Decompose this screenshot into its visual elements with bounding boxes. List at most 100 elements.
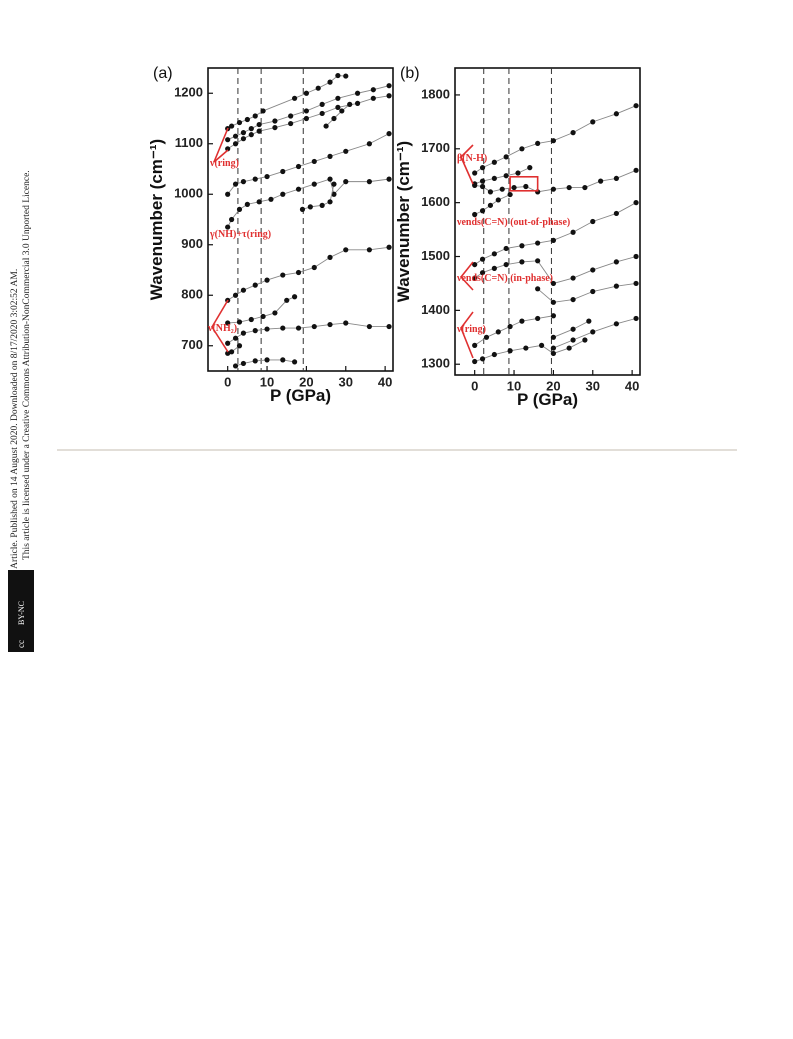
data-point xyxy=(566,184,572,191)
annotation-pointer xyxy=(460,156,474,185)
annotation: β(N-H) xyxy=(457,153,487,164)
y-tick-label: 900 xyxy=(181,236,203,251)
data-point xyxy=(633,253,639,260)
data-point xyxy=(232,335,239,341)
data-point xyxy=(240,136,247,142)
data-point xyxy=(240,287,247,293)
data-point xyxy=(248,126,254,132)
data-point xyxy=(280,191,286,197)
data-point xyxy=(491,351,497,358)
y-tick-label: 1200 xyxy=(174,85,203,100)
data-point xyxy=(343,247,349,253)
y-tick-label: 1500 xyxy=(421,248,450,263)
data-point xyxy=(570,229,576,235)
data-point xyxy=(535,258,541,264)
y-axis-label: Wavenumber (cm⁻¹) xyxy=(394,141,413,302)
data-point xyxy=(491,159,497,165)
cc-badge: cc BY-NC xyxy=(8,570,34,652)
data-point xyxy=(386,244,392,250)
data-point xyxy=(327,79,333,85)
data-point xyxy=(232,181,239,187)
data-point xyxy=(260,313,266,320)
data-point xyxy=(570,130,576,136)
series-line xyxy=(474,315,554,346)
data-point xyxy=(225,350,231,356)
data-point xyxy=(590,218,596,225)
data-point xyxy=(535,315,541,322)
data-point xyxy=(523,183,529,190)
data-point xyxy=(236,319,243,325)
y-tick-label: 1600 xyxy=(421,194,450,209)
data-point xyxy=(386,93,392,99)
data-point xyxy=(232,141,239,147)
data-point xyxy=(613,283,619,289)
data-point xyxy=(633,280,639,287)
x-tick-label: 0 xyxy=(224,374,231,389)
data-point xyxy=(232,363,239,369)
annotation: νends(C=N) (in-phase) xyxy=(456,273,553,284)
data-point xyxy=(303,115,310,122)
data-point xyxy=(487,202,494,208)
data-point xyxy=(590,119,596,125)
data-point xyxy=(280,325,286,331)
data-point xyxy=(256,199,262,205)
data-point xyxy=(236,206,243,212)
data-point xyxy=(264,326,270,332)
data-point xyxy=(280,357,286,363)
data-point xyxy=(550,350,557,357)
data-point xyxy=(311,181,317,187)
data-point xyxy=(633,167,639,173)
data-point xyxy=(236,343,243,349)
data-point xyxy=(343,73,349,79)
x-tick-label: 0 xyxy=(471,378,478,393)
data-point xyxy=(586,318,592,324)
data-point xyxy=(550,334,557,340)
data-point xyxy=(331,181,337,187)
data-point xyxy=(295,325,302,331)
data-point xyxy=(272,118,278,124)
data-point xyxy=(284,297,290,303)
data-point xyxy=(252,113,258,119)
data-point xyxy=(319,110,325,117)
data-point xyxy=(633,103,639,109)
data-point xyxy=(288,120,294,127)
annotation: ν(ring) xyxy=(456,324,486,335)
y-axis-label: Wavenumber (cm⁻¹) xyxy=(147,139,166,300)
data-point xyxy=(291,95,298,101)
data-point xyxy=(354,90,361,96)
data-point xyxy=(370,95,376,101)
data-point xyxy=(303,108,310,114)
data-point xyxy=(323,123,329,129)
data-point xyxy=(236,119,243,126)
data-point xyxy=(264,357,270,363)
data-point xyxy=(291,294,298,300)
annotation: ν(NH₂) xyxy=(207,323,237,334)
x-axis-label: P (GPa) xyxy=(270,386,331,405)
data-point xyxy=(331,115,337,122)
y-tick-label: 1400 xyxy=(421,302,450,317)
data-point xyxy=(472,275,478,281)
data-point xyxy=(499,186,505,192)
data-point xyxy=(590,288,596,295)
data-point xyxy=(633,315,639,322)
data-point xyxy=(487,189,494,195)
data-point xyxy=(272,310,278,316)
data-point xyxy=(550,345,557,351)
data-point xyxy=(538,342,545,348)
plot-frame xyxy=(207,67,394,372)
data-point xyxy=(503,245,509,252)
plot-frame xyxy=(454,67,641,376)
data-point xyxy=(495,197,501,203)
x-tick-label: 10 xyxy=(507,378,521,393)
data-point xyxy=(483,334,490,340)
data-point xyxy=(225,320,231,326)
data-point xyxy=(335,95,341,101)
data-point xyxy=(535,286,541,292)
series-line xyxy=(302,184,335,210)
data-point xyxy=(252,282,258,288)
data-point xyxy=(232,133,239,139)
data-point xyxy=(570,275,576,281)
data-point xyxy=(472,211,478,218)
data-point xyxy=(307,204,313,210)
